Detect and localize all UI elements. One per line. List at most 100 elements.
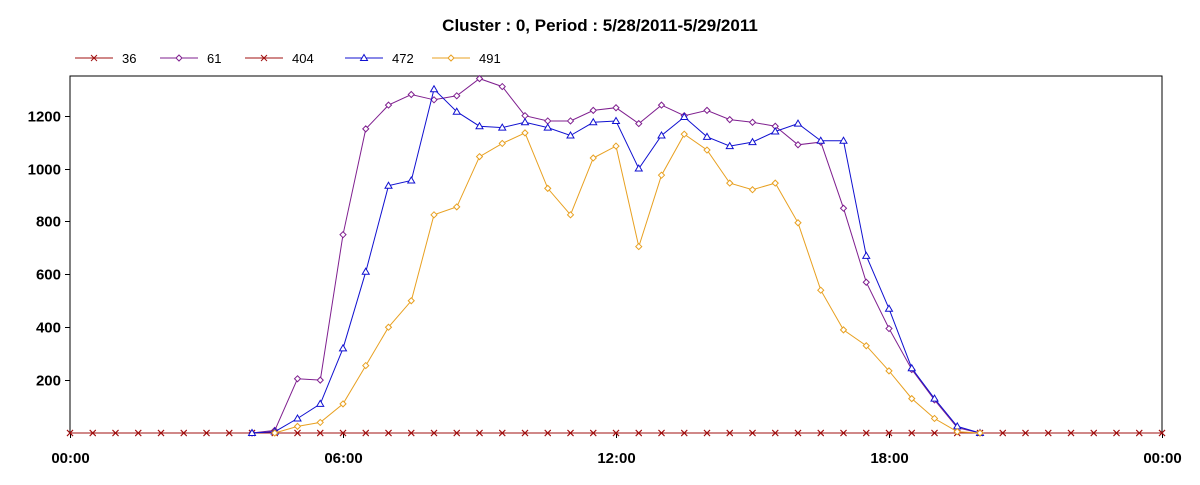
data-point bbox=[611, 116, 621, 124]
legend-item-491: 491 bbox=[432, 51, 501, 66]
data-point bbox=[498, 429, 506, 437]
data-point bbox=[475, 121, 484, 130]
data-point bbox=[817, 429, 825, 437]
data-point bbox=[476, 429, 483, 437]
x-tick-label: 18:00 bbox=[870, 450, 908, 467]
data-point bbox=[771, 179, 779, 187]
data-point bbox=[589, 106, 597, 115]
data-point bbox=[407, 297, 415, 305]
data-point bbox=[976, 429, 984, 437]
data-point bbox=[430, 429, 438, 437]
data-point bbox=[953, 427, 961, 436]
x-tick-label: 00:00 bbox=[1143, 450, 1181, 467]
data-point bbox=[498, 82, 506, 91]
legend-label: 404 bbox=[292, 51, 314, 66]
series-layer bbox=[66, 74, 1166, 437]
y-tick-label: 200 bbox=[36, 373, 61, 390]
data-point bbox=[703, 106, 711, 115]
y-tick-label: 600 bbox=[36, 267, 61, 284]
data-point bbox=[862, 429, 870, 437]
data-point bbox=[657, 171, 666, 179]
data-point bbox=[339, 400, 347, 408]
data-point bbox=[384, 101, 393, 109]
legend-item-61: 61 bbox=[160, 51, 221, 66]
data-point bbox=[180, 429, 188, 437]
data-point bbox=[635, 119, 643, 128]
data-point bbox=[543, 123, 553, 131]
data-point bbox=[89, 429, 97, 437]
data-point bbox=[112, 429, 119, 437]
data-point bbox=[453, 92, 461, 100]
data-point bbox=[520, 117, 530, 126]
data-point bbox=[589, 429, 597, 437]
data-point bbox=[362, 429, 370, 437]
legend-marker bbox=[359, 53, 369, 61]
data-point bbox=[384, 181, 393, 189]
series-472 bbox=[247, 84, 985, 436]
data-point bbox=[521, 429, 529, 437]
data-point bbox=[1044, 429, 1052, 437]
data-point bbox=[839, 326, 848, 334]
data-point bbox=[385, 429, 392, 437]
data-point bbox=[588, 117, 598, 126]
legend-label: 472 bbox=[392, 51, 414, 66]
data-point bbox=[726, 115, 734, 124]
data-point bbox=[726, 179, 734, 187]
data-point bbox=[66, 429, 74, 437]
data-point bbox=[339, 429, 347, 437]
axes bbox=[65, 75, 1163, 438]
data-point bbox=[453, 203, 461, 211]
data-point bbox=[908, 429, 916, 437]
data-point bbox=[680, 130, 688, 138]
legend-item-36: 36 bbox=[75, 51, 136, 66]
data-point bbox=[316, 418, 324, 427]
y-tick-label: 400 bbox=[36, 320, 61, 337]
x-tick-label: 06:00 bbox=[324, 450, 362, 467]
data-point bbox=[908, 394, 916, 403]
data-point bbox=[930, 414, 939, 423]
data-point bbox=[634, 164, 644, 172]
data-point bbox=[362, 125, 370, 133]
data-point bbox=[725, 141, 735, 150]
data-point bbox=[702, 132, 712, 140]
data-point bbox=[406, 175, 416, 184]
data-point bbox=[658, 429, 665, 437]
data-point bbox=[885, 324, 893, 333]
data-point bbox=[862, 342, 870, 350]
data-point bbox=[612, 429, 620, 437]
data-point bbox=[770, 127, 780, 135]
series-491 bbox=[271, 129, 984, 437]
data-point bbox=[453, 429, 461, 437]
data-point bbox=[771, 429, 779, 437]
y-tick-label: 1200 bbox=[28, 109, 61, 126]
legend-marker bbox=[447, 54, 455, 62]
data-point bbox=[612, 104, 620, 112]
data-point bbox=[861, 251, 871, 259]
data-point bbox=[544, 429, 552, 437]
data-point bbox=[293, 375, 302, 383]
data-point bbox=[930, 394, 939, 402]
data-point bbox=[680, 429, 688, 437]
data-point bbox=[293, 413, 302, 422]
data-point bbox=[793, 119, 803, 127]
data-point bbox=[338, 343, 348, 352]
data-point bbox=[839, 204, 848, 212]
data-point bbox=[679, 112, 689, 120]
data-point bbox=[816, 136, 826, 144]
legend-label: 61 bbox=[207, 51, 221, 66]
data-point bbox=[315, 399, 325, 407]
data-point bbox=[134, 429, 142, 437]
legend-item-472: 472 bbox=[345, 51, 414, 66]
data-point bbox=[1135, 429, 1143, 437]
legend-label: 36 bbox=[122, 51, 136, 66]
legend: 36 61 404 472 491 bbox=[75, 51, 501, 66]
data-point bbox=[567, 429, 574, 437]
legend-label: 491 bbox=[479, 51, 501, 66]
data-point bbox=[247, 428, 257, 436]
data-point bbox=[544, 184, 552, 193]
data-point bbox=[475, 74, 484, 83]
data-point bbox=[635, 242, 643, 251]
data-point bbox=[498, 139, 506, 148]
